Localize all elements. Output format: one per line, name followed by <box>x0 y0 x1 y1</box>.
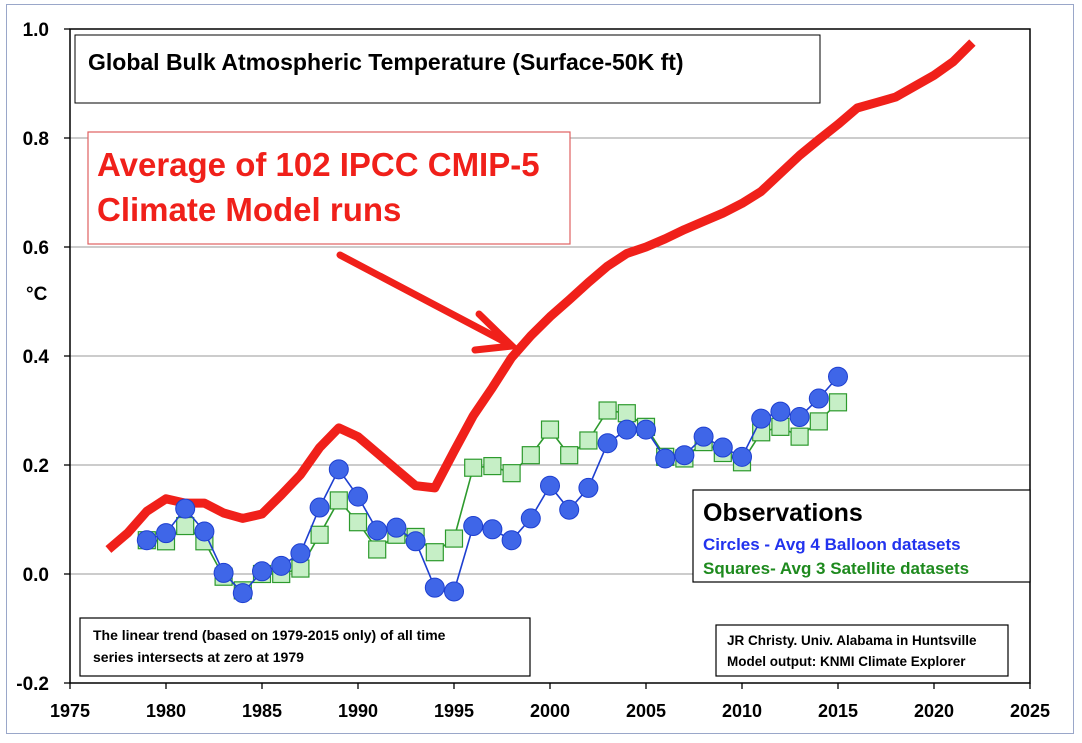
chart-frame <box>6 4 1074 734</box>
legend-box <box>692 489 1031 583</box>
balloon-circle-point <box>520 508 541 529</box>
balloon-circle-point <box>674 445 695 466</box>
balloon-series <box>136 366 848 604</box>
x-tick-label: 2020 <box>914 701 954 721</box>
balloon-circle-point <box>616 419 637 440</box>
balloon-circle-point <box>808 388 829 409</box>
y-tick-label: 0.4 <box>23 347 50 368</box>
balloon-circle-point <box>444 581 464 602</box>
satellite-square-point <box>368 540 387 559</box>
credit-box <box>715 624 1009 677</box>
annotation-line-2: Climate Model runs <box>97 191 401 228</box>
balloon-circle-point <box>482 519 503 540</box>
balloon-circle-point <box>463 516 484 537</box>
satellite-square-point <box>521 446 540 465</box>
satellite-square-point <box>176 516 195 536</box>
balloon-circle-point <box>770 401 791 422</box>
satellite-square-point <box>579 431 598 450</box>
satellite-square-point <box>444 529 464 548</box>
balloon-circle-point <box>424 577 445 598</box>
balloon-circle-point <box>290 543 311 564</box>
balloon-circle-point <box>309 497 330 518</box>
x-tick-label: 1980 <box>146 701 186 721</box>
x-tick-label: 2015 <box>818 701 858 721</box>
x-axis: 1975 1980 1985 1990 1995 2000 2005 2010 2015 2020… <box>50 683 1050 721</box>
credit-line-2: Model output: KNMI Climate Explorer <box>727 654 966 669</box>
satellite-square-point <box>598 401 617 420</box>
balloon-circle-point <box>597 433 618 454</box>
satellite-square-point <box>617 404 636 423</box>
y-tick-label: 0.8 <box>23 129 49 150</box>
balloon-circle-point <box>636 419 656 440</box>
satellite-square-point <box>310 525 329 544</box>
balloon-circle-point <box>732 446 752 467</box>
satellite-square-point <box>540 420 560 439</box>
y-tick-label: -0.2 <box>16 674 49 695</box>
title-box <box>74 34 821 104</box>
balloon-circle-point <box>386 517 407 538</box>
balloon-circle-point <box>789 407 810 428</box>
y-tick-label: 0.2 <box>23 456 49 477</box>
balloon-circle-point <box>194 521 215 542</box>
model-series <box>105 39 976 553</box>
balloon-circle-point <box>559 499 580 520</box>
legend-satellite-label: Squares- Avg 3 Satellite datasets <box>703 559 969 578</box>
y-axis-label: °C <box>26 284 48 305</box>
balloon-circle-point <box>578 477 599 498</box>
balloon-circle-point <box>655 448 676 469</box>
satellite-square-point <box>464 458 483 477</box>
balloon-circle-point <box>828 366 848 387</box>
annotation-line-1: Average of 102 IPCC CMIP-5 <box>97 146 540 183</box>
x-tick-label: 1975 <box>50 701 90 721</box>
x-tick-label: 2010 <box>722 701 762 721</box>
balloon-circle-point <box>136 530 157 551</box>
satellite-square-point <box>329 491 348 510</box>
chart-title: Global Bulk Atmospheric Temperature (Sur… <box>88 49 684 75</box>
balloon-circle-point <box>328 459 349 480</box>
y-tick-label: 0.0 <box>23 565 49 586</box>
balloon-circle-point <box>213 562 234 583</box>
legend-balloon-label: Circles - Avg 4 Balloon datasets <box>703 535 961 554</box>
balloon-circle-point <box>175 498 196 519</box>
y-tick-label: 0.6 <box>23 238 49 259</box>
satellite-square-point <box>502 464 521 483</box>
x-tick-label: 2005 <box>626 701 666 721</box>
x-tick-label: 1985 <box>242 701 282 721</box>
x-tick-label: 1995 <box>434 701 474 721</box>
balloon-circle-point <box>751 408 772 429</box>
balloon-circle-point <box>348 486 368 507</box>
satellite-square-point <box>425 543 444 562</box>
balloon-circle-point <box>712 437 733 458</box>
y-tick-label: 1.0 <box>23 20 49 41</box>
model-line <box>105 39 976 553</box>
satellite-square-point <box>348 513 368 532</box>
note-line-2: series intersects at zero at 1979 <box>93 649 304 665</box>
balloon-circle-point <box>501 530 522 551</box>
satellite-square-point <box>560 446 579 465</box>
note-line-1: The linear trend (based on 1979-2015 onl… <box>93 627 446 643</box>
x-tick-label: 2000 <box>530 701 570 721</box>
note-box <box>79 617 531 677</box>
annotation-box <box>87 131 571 245</box>
credit-line-1: JR Christy. Univ. Alabama in Huntsville <box>727 633 977 648</box>
balloon-circle-point <box>367 520 388 541</box>
balloon-circle-point <box>252 561 272 582</box>
satellite-square-point <box>809 412 828 431</box>
legend-title: Observations <box>703 499 863 527</box>
annotation-arrow <box>336 251 520 354</box>
satellite-square-point <box>828 393 848 412</box>
balloon-circle-point <box>156 523 176 544</box>
balloon-circle-point <box>540 475 560 496</box>
balloon-circle-point <box>405 531 426 552</box>
balloon-circle-point <box>271 555 292 576</box>
satellite-square-point <box>790 427 809 446</box>
balloon-circle-point <box>232 583 253 604</box>
x-tick-label: 1990 <box>338 701 378 721</box>
satellite-square-point <box>483 456 502 476</box>
y-axis: -0.2 0.0 0.2 0.4 0.6 0.8 1.0 <box>16 20 70 695</box>
balloon-circle-point <box>693 426 714 447</box>
x-tick-label: 2025 <box>1010 701 1050 721</box>
